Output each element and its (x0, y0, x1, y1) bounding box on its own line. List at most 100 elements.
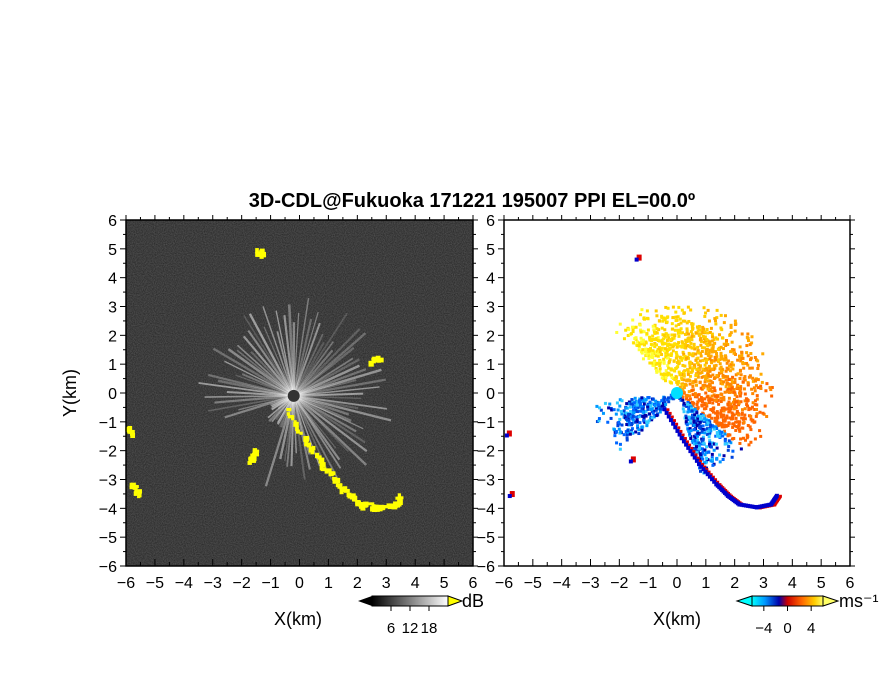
velocity-point (676, 365, 680, 369)
velocity-point (686, 418, 690, 422)
velocity-point (746, 381, 750, 385)
velocity-point (677, 322, 681, 326)
velocity-point (738, 391, 742, 395)
x-tick-label: −1 (639, 575, 657, 592)
velocity-point (733, 377, 737, 381)
radial-streak (226, 390, 294, 397)
velocity-point (709, 445, 713, 449)
velocity-point (690, 369, 694, 373)
velocity-point (622, 409, 626, 413)
velocity-point (666, 364, 670, 368)
velocity-point (744, 397, 748, 401)
velocity-point (693, 407, 697, 411)
velocity-point (617, 420, 621, 424)
hard-target-pos (711, 475, 715, 479)
radial-streak (293, 394, 359, 410)
hard-target-pos (688, 443, 692, 447)
hard-target-point (378, 357, 384, 363)
velocity-point (687, 415, 691, 419)
velocity-point (692, 408, 696, 412)
hard-target-pos (670, 415, 674, 419)
velocity-point (637, 400, 641, 404)
velocity-point (639, 328, 643, 332)
velocity-point (700, 437, 704, 441)
velocity-point (738, 369, 742, 373)
velocity-point (729, 402, 733, 406)
velocity-point (714, 363, 718, 367)
velocity-point (723, 374, 727, 378)
velocity-point (646, 405, 650, 409)
velocity-point (723, 439, 727, 443)
velocity-point (664, 342, 668, 346)
hard-target-point (308, 446, 314, 453)
velocity-point (664, 375, 668, 379)
velocity-point (619, 430, 623, 434)
velocity-point (719, 400, 723, 404)
velocity-point (665, 316, 669, 320)
velocity-point (733, 393, 737, 397)
velocity-point (696, 416, 700, 420)
velocity-point (714, 350, 718, 354)
radial-streak (293, 358, 360, 397)
velocity-point (708, 420, 712, 424)
velocity-point (727, 390, 731, 394)
velocity-point (707, 319, 711, 323)
velocity-point (692, 419, 696, 423)
velocity-point (719, 409, 723, 413)
velocity-point (737, 424, 741, 428)
velocity-point (733, 329, 737, 333)
velocity-point (726, 375, 730, 379)
velocity-point (707, 450, 711, 454)
hard-target-point (315, 452, 320, 459)
velocity-point (734, 428, 738, 432)
velocity-point (690, 332, 694, 336)
velocity-point (641, 405, 645, 409)
velocity-point (625, 402, 629, 406)
hard-target-pos (679, 429, 683, 433)
velocity-point (640, 407, 644, 411)
velocity-point (669, 338, 673, 342)
velocity-point (658, 367, 662, 371)
y-tick-label: 5 (108, 242, 117, 259)
velocity-point (716, 347, 720, 351)
hard-target-neg (694, 458, 699, 463)
velocity-point (734, 416, 738, 420)
velocity-point (629, 429, 633, 433)
velocity-point (646, 407, 650, 411)
hard-target-pos (698, 459, 702, 463)
left-y-ticks: 6 5 4 3 2 1 0 −1 −2 −3 −4 −5 −6 (99, 213, 478, 576)
velocity-point (659, 372, 663, 376)
velocity-point (701, 414, 705, 418)
velocity-point (649, 355, 653, 359)
velocity-point (680, 378, 684, 382)
velocity-point (723, 437, 727, 441)
velocity-point (648, 361, 652, 365)
velocity-point (687, 429, 691, 433)
velocity-point (703, 335, 707, 339)
velocity-point (694, 358, 698, 362)
velocity-point (701, 427, 705, 431)
hard-target-point (320, 467, 327, 472)
hard-target-point (251, 452, 256, 458)
velocity-point (743, 375, 747, 379)
velocity-point (690, 400, 694, 404)
velocity-point (664, 369, 668, 373)
hard-target-neg (664, 410, 669, 415)
velocity-point (717, 421, 721, 425)
y-tick-label: −6 (477, 559, 495, 576)
hard-target-point (287, 415, 294, 419)
velocity-point (748, 366, 752, 370)
velocity-point (652, 363, 656, 367)
velocity-point (694, 419, 698, 423)
velocity-point (730, 361, 734, 365)
velocity-point (631, 418, 635, 422)
velocity-point (700, 346, 704, 350)
velocity-point (660, 315, 664, 319)
velocity-point (735, 386, 739, 390)
velocity-point (686, 378, 690, 382)
velocity-point (699, 343, 703, 347)
velocity-point (752, 420, 756, 424)
edge-return (507, 494, 512, 499)
velocity-point (753, 407, 757, 411)
velocity-point (610, 408, 614, 412)
